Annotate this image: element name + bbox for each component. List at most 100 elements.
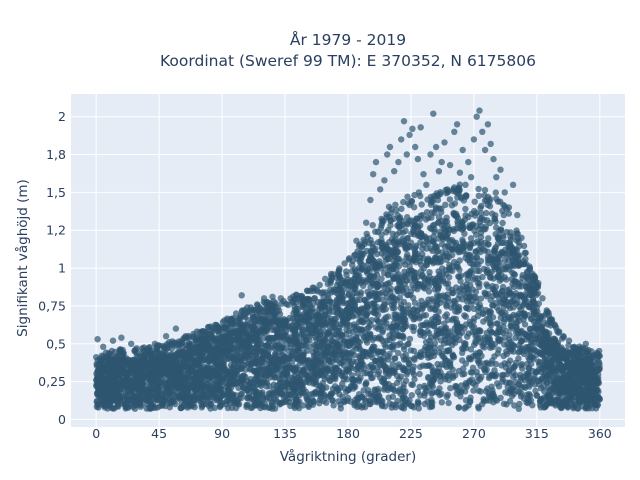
data-point [213,359,220,367]
data-point [569,378,577,385]
data-point [373,393,380,400]
data-point [227,377,234,384]
data-point [181,376,188,384]
data-point [365,390,372,398]
data-point [226,391,233,399]
data-point [128,388,135,395]
data-point [168,351,175,358]
data-point [413,312,420,319]
data-point [477,328,484,335]
data-point [416,370,423,378]
data-point [241,361,249,368]
data-point [510,311,517,319]
data-point [351,321,358,328]
data-point [289,385,297,392]
data-point [285,355,292,362]
data-point [455,273,462,280]
data-point [500,371,507,379]
data-point [402,401,410,408]
data-point [482,368,489,376]
data-point [494,273,501,281]
data-point [590,362,597,370]
data-point [402,320,409,328]
data-point [485,334,492,341]
data-point [154,390,161,398]
data-point [413,242,420,249]
data-point [368,375,375,382]
data-point [485,290,492,298]
data-point [567,361,574,368]
data-point [338,352,346,359]
data-point [473,254,481,261]
data-point [410,347,418,355]
data-point [342,331,350,338]
data-point [361,395,368,403]
data-point [510,364,517,371]
data-point [391,355,398,362]
data-point [443,347,450,354]
data-point [449,351,456,358]
data-point [518,361,526,368]
data-point [258,341,265,348]
data-point [391,304,398,312]
data-point [488,393,496,400]
data-point [493,330,501,338]
data-point [484,266,491,273]
data-point [513,387,520,395]
data-point [528,315,536,322]
data-point [401,315,408,322]
data-point [497,394,504,401]
data-point [481,360,489,367]
data-point [157,402,164,410]
data-point [407,270,414,277]
data-point [492,299,499,307]
data-point [481,239,489,247]
data-point [385,353,392,360]
data-point [556,361,563,368]
data-point [433,244,440,251]
data-point [253,339,260,346]
data-point [503,348,510,355]
data-point [408,381,415,388]
data-point [160,365,167,372]
data-point [379,329,386,336]
data-point [461,370,468,377]
data-point [422,312,430,319]
data-point [442,250,450,257]
data-point [381,301,388,308]
data-point [421,382,428,390]
data-point [477,233,485,241]
data-point [499,287,506,295]
data-point [363,302,370,310]
data-point [294,346,301,353]
data-point [411,299,419,306]
data-point [345,358,352,365]
data-point [489,283,496,290]
data-point [351,275,358,282]
data-point [438,241,446,248]
data-point [274,385,282,392]
data-point [131,362,138,370]
data-point [402,388,409,395]
data-point [487,344,494,351]
data-point [313,356,320,363]
data-point [264,320,271,328]
data-point [474,335,482,343]
data-point [511,277,518,285]
data-point [359,319,367,326]
data-point [532,347,539,355]
data-point [297,376,304,383]
data-point [361,297,368,304]
data-point [515,405,522,412]
data-point [289,315,297,322]
data-point [382,364,389,372]
data-point [402,227,409,234]
data-point [342,316,349,323]
data-point [230,399,237,407]
data-point [428,278,436,285]
data-point [503,276,510,283]
data-point [388,343,396,351]
data-point [253,331,261,339]
data-point [521,310,528,317]
data-point [374,363,381,371]
